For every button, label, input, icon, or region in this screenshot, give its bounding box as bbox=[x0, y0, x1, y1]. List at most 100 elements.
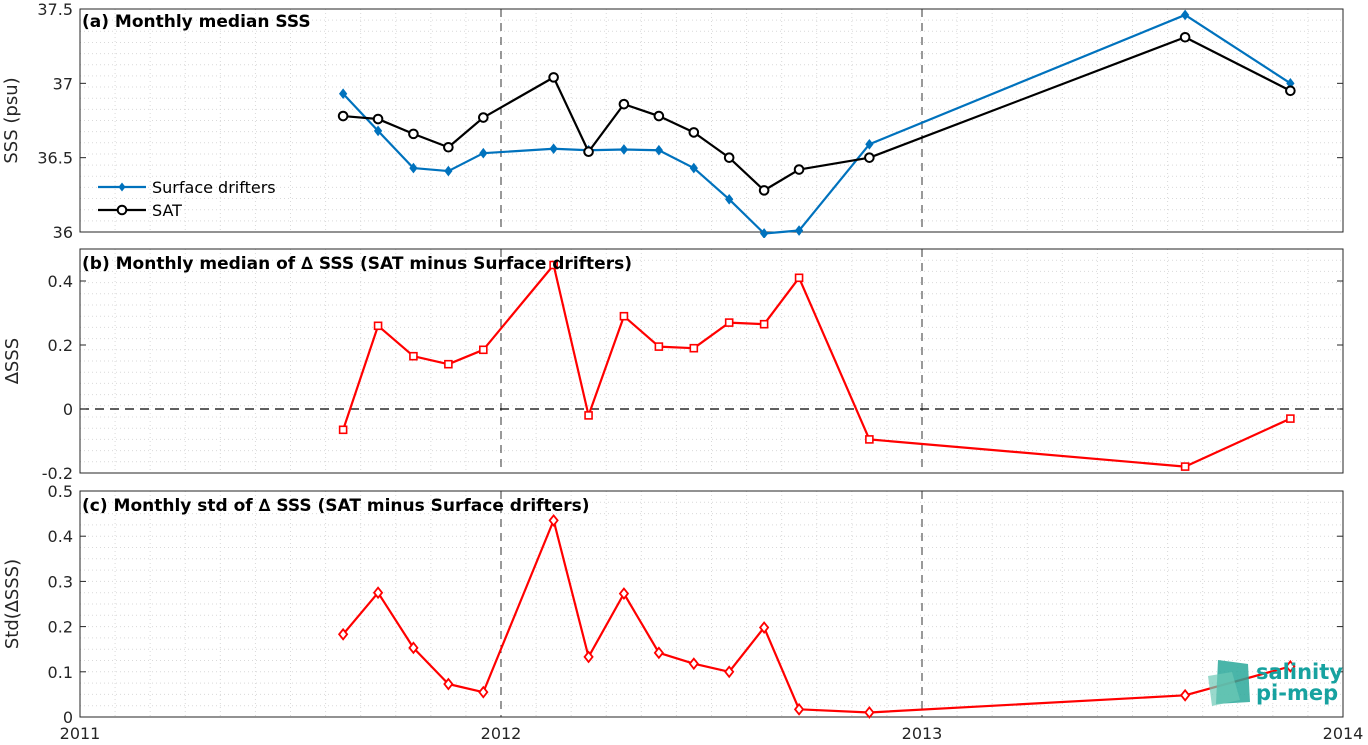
data-point bbox=[653, 646, 665, 660]
data-point bbox=[479, 345, 488, 355]
series-line bbox=[343, 36, 1291, 192]
panel-3: 0 0.1 0.2 0.3 0.4 0.5 2011 2012 2013 2014 Std(∆SSS… bbox=[2, 482, 1363, 743]
y-axis-label: SSS (psu) bbox=[1, 77, 22, 163]
data-point bbox=[758, 185, 770, 196]
data-point bbox=[865, 435, 874, 444]
data-point bbox=[444, 359, 453, 369]
data-point bbox=[654, 144, 664, 156]
data-point bbox=[1285, 85, 1296, 97]
data-point bbox=[584, 411, 593, 420]
y-tick-label: 36.5 bbox=[37, 149, 73, 168]
minor-grid bbox=[80, 249, 1343, 473]
data-point bbox=[479, 147, 488, 159]
data-point bbox=[689, 162, 698, 174]
data-point bbox=[1179, 31, 1191, 43]
data-point bbox=[409, 162, 418, 174]
y-tick-label: 0.5 bbox=[48, 482, 73, 501]
y-tick-label: 0.4 bbox=[48, 272, 73, 291]
panel-1: 36 36.5 37 37.5 SSS (psu) (a) Monthly median … bbox=[1, 0, 1344, 242]
data-point bbox=[548, 513, 559, 527]
data-point bbox=[758, 621, 770, 634]
y-tick-label: 0.2 bbox=[48, 336, 73, 355]
data-point bbox=[864, 152, 875, 163]
data-point bbox=[689, 343, 699, 353]
data-point bbox=[583, 146, 594, 158]
legend-marker bbox=[116, 204, 128, 216]
data-point bbox=[724, 665, 735, 679]
legend-marker bbox=[118, 182, 126, 192]
data-point bbox=[478, 685, 489, 699]
y-axis-label: Std(∆SSS) bbox=[2, 559, 23, 649]
data-point bbox=[373, 125, 383, 137]
series-line bbox=[342, 13, 1291, 235]
y-tick-label: 0.3 bbox=[48, 572, 73, 591]
panel-title: (b) Monthly median of ∆ SSS (SAT minus S… bbox=[82, 254, 632, 274]
data-point bbox=[337, 627, 349, 641]
y-tick-label: 0.1 bbox=[48, 663, 73, 682]
y-tick-label: 0 bbox=[63, 708, 73, 727]
data-point bbox=[549, 143, 558, 155]
axes-box bbox=[79, 248, 1344, 474]
data-point bbox=[443, 141, 454, 153]
legend-label: SAT bbox=[152, 201, 182, 220]
y-tick-label: 0.2 bbox=[48, 618, 73, 637]
data-point bbox=[1285, 659, 1296, 673]
panel-title: (c) Monthly std of ∆ SSS (SAT minus Surf… bbox=[82, 496, 589, 516]
data-point bbox=[618, 587, 630, 601]
minor-grid bbox=[80, 491, 1343, 717]
panel-title: (a) Monthly median SSS bbox=[82, 12, 311, 32]
data-point bbox=[793, 164, 805, 175]
minor-grid bbox=[80, 9, 1343, 232]
data-point bbox=[688, 657, 699, 671]
data-point bbox=[724, 318, 734, 327]
data-point bbox=[583, 650, 594, 664]
y-tick-label: 0 bbox=[63, 400, 73, 419]
data-point bbox=[864, 706, 875, 719]
y-tick-label: -0.2 bbox=[42, 464, 73, 483]
data-point bbox=[548, 72, 559, 83]
data-point bbox=[444, 165, 453, 177]
data-point bbox=[793, 702, 805, 716]
series-1 bbox=[338, 9, 1295, 238]
y-tick-label: 0.4 bbox=[48, 527, 73, 546]
data-point bbox=[408, 128, 419, 140]
legend: Surface drifters SAT bbox=[98, 178, 276, 220]
data-point bbox=[688, 127, 700, 138]
data-point bbox=[619, 311, 629, 321]
axes-box bbox=[79, 8, 1344, 233]
data-point bbox=[478, 112, 489, 123]
axes-box bbox=[79, 490, 1344, 718]
data-point bbox=[723, 152, 735, 163]
x-tick-label: 2013 bbox=[902, 724, 943, 743]
data-point bbox=[794, 273, 804, 283]
data-point bbox=[1286, 414, 1295, 423]
data-point bbox=[794, 225, 804, 236]
data-point bbox=[759, 319, 769, 329]
series-1 bbox=[338, 260, 1295, 471]
data-point bbox=[1180, 9, 1190, 21]
data-point bbox=[654, 342, 664, 351]
y-tick-label: 36 bbox=[53, 223, 73, 242]
data-point bbox=[372, 113, 384, 125]
y-axis-label: ∆SSS bbox=[2, 338, 23, 385]
x-tick-label: 2014 bbox=[1323, 724, 1364, 743]
data-point bbox=[618, 98, 630, 110]
data-point bbox=[865, 138, 874, 150]
y-tick-label: 37.5 bbox=[37, 0, 73, 19]
logo-text-line1: salinity bbox=[1256, 660, 1343, 684]
data-point bbox=[1180, 462, 1190, 471]
data-point bbox=[338, 425, 348, 435]
data-point bbox=[409, 351, 418, 361]
data-point bbox=[1179, 688, 1191, 702]
panel-2: -0.2 0 0.2 0.4 ∆SSS (b) Monthly median of ∆ S… bbox=[2, 248, 1344, 483]
data-point bbox=[725, 193, 734, 205]
legend-label: Surface drifters bbox=[152, 178, 276, 197]
data-point bbox=[338, 88, 348, 100]
x-tick-label: 2012 bbox=[481, 724, 522, 743]
x-tick-label: 2011 bbox=[60, 724, 101, 743]
data-point bbox=[408, 641, 419, 655]
data-point bbox=[653, 110, 665, 122]
data-point bbox=[759, 228, 769, 238]
data-point bbox=[619, 144, 629, 155]
